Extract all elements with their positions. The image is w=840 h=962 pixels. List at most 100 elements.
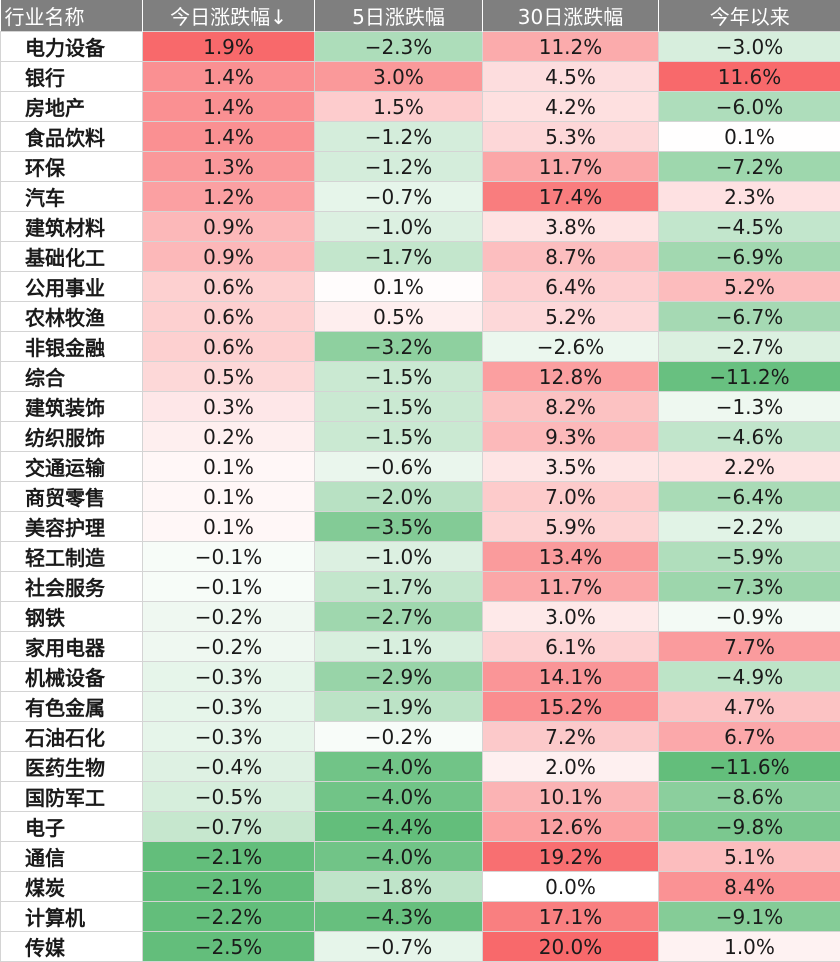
sector-name-cell: 医药生物 xyxy=(1,752,143,782)
sector-name-cell: 有色金属 xyxy=(1,692,143,722)
ytd-change-cell: −1.3% xyxy=(659,392,840,422)
ytd-change-cell: −6.4% xyxy=(659,482,840,512)
table-row: 电子−0.7%−4.4%12.6%−9.8% xyxy=(1,812,840,842)
sector-name-cell: 公用事业 xyxy=(1,272,143,302)
30day-change-cell: 5.2% xyxy=(483,302,659,332)
ytd-change-cell: −8.6% xyxy=(659,782,840,812)
sector-name-cell: 房地产 xyxy=(1,92,143,122)
30day-change-cell: 11.7% xyxy=(483,152,659,182)
ytd-change-cell: −5.9% xyxy=(659,542,840,572)
5day-change-cell: −1.5% xyxy=(315,362,483,392)
ytd-change-cell: −9.1% xyxy=(659,902,840,932)
today-change-cell: −0.3% xyxy=(143,662,315,692)
5day-change-cell: −1.2% xyxy=(315,122,483,152)
today-change-cell: 0.1% xyxy=(143,482,315,512)
ytd-change-cell: 0.1% xyxy=(659,122,840,152)
5day-change-cell: −1.0% xyxy=(315,542,483,572)
ytd-change-cell: −9.8% xyxy=(659,812,840,842)
today-change-cell: −0.5% xyxy=(143,782,315,812)
sector-name-cell: 煤炭 xyxy=(1,872,143,902)
sector-name-cell: 钢铁 xyxy=(1,602,143,632)
sector-name-cell: 电力设备 xyxy=(1,32,143,62)
30day-change-cell: 4.2% xyxy=(483,92,659,122)
ytd-change-cell: −3.0% xyxy=(659,32,840,62)
30day-change-cell: 12.8% xyxy=(483,362,659,392)
today-change-cell: 1.9% xyxy=(143,32,315,62)
today-change-cell: 0.2% xyxy=(143,422,315,452)
5day-change-cell: −4.3% xyxy=(315,902,483,932)
sector-name-cell: 商贸零售 xyxy=(1,482,143,512)
table-row: 煤炭−2.1%−1.8%0.0%8.4% xyxy=(1,872,840,902)
5day-change-cell: −1.2% xyxy=(315,152,483,182)
5day-change-cell: −2.0% xyxy=(315,482,483,512)
30day-change-cell: 8.7% xyxy=(483,242,659,272)
header-row: 行业名称 今日涨跌幅↓ 5日涨跌幅 30日涨跌幅 今年以来 xyxy=(1,0,840,32)
5day-change-cell: −3.2% xyxy=(315,332,483,362)
today-change-cell: −0.2% xyxy=(143,632,315,662)
ytd-change-cell: 5.1% xyxy=(659,842,840,872)
5day-change-cell: −4.4% xyxy=(315,812,483,842)
table-row: 国防军工−0.5%−4.0%10.1%−8.6% xyxy=(1,782,840,812)
today-change-cell: 0.6% xyxy=(143,332,315,362)
5day-change-cell: −2.7% xyxy=(315,602,483,632)
30day-change-cell: 17.1% xyxy=(483,902,659,932)
30day-change-cell: 7.2% xyxy=(483,722,659,752)
ytd-change-cell: −4.6% xyxy=(659,422,840,452)
30day-change-cell: 19.2% xyxy=(483,842,659,872)
sector-name-cell: 轻工制造 xyxy=(1,542,143,572)
5day-change-cell: −4.0% xyxy=(315,752,483,782)
sector-name-cell: 电子 xyxy=(1,812,143,842)
5day-change-cell: −0.6% xyxy=(315,452,483,482)
table-row: 家用电器−0.2%−1.1%6.1%7.7% xyxy=(1,632,840,662)
ytd-change-cell: −4.5% xyxy=(659,212,840,242)
ytd-change-cell: −0.9% xyxy=(659,602,840,632)
30day-change-cell: 11.7% xyxy=(483,572,659,602)
ytd-change-cell: 8.4% xyxy=(659,872,840,902)
col-header-today-change[interactable]: 今日涨跌幅↓ xyxy=(143,0,315,32)
30day-change-cell: 5.9% xyxy=(483,512,659,542)
col-header-30day-change[interactable]: 30日涨跌幅 xyxy=(483,0,659,32)
30day-change-cell: 0.0% xyxy=(483,872,659,902)
today-change-cell: 1.4% xyxy=(143,122,315,152)
today-change-cell: −0.7% xyxy=(143,812,315,842)
30day-change-cell: 6.1% xyxy=(483,632,659,662)
5day-change-cell: −2.3% xyxy=(315,32,483,62)
today-change-cell: −0.1% xyxy=(143,542,315,572)
today-change-cell: −2.1% xyxy=(143,872,315,902)
today-change-cell: −0.3% xyxy=(143,692,315,722)
sector-name-cell: 农林牧渔 xyxy=(1,302,143,332)
sector-name-cell: 综合 xyxy=(1,362,143,392)
table-row: 社会服务−0.1%−1.7%11.7%−7.3% xyxy=(1,572,840,602)
30day-change-cell: 5.3% xyxy=(483,122,659,152)
sector-name-cell: 通信 xyxy=(1,842,143,872)
col-header-sector-name[interactable]: 行业名称 xyxy=(1,0,143,32)
today-change-cell: 0.6% xyxy=(143,272,315,302)
sector-name-cell: 食品饮料 xyxy=(1,122,143,152)
sector-name-cell: 非银金融 xyxy=(1,332,143,362)
30day-change-cell: 9.3% xyxy=(483,422,659,452)
col-header-ytd-change[interactable]: 今年以来 xyxy=(659,0,840,32)
today-change-cell: −2.1% xyxy=(143,842,315,872)
table-row: 计算机−2.2%−4.3%17.1%−9.1% xyxy=(1,902,840,932)
30day-change-cell: 10.1% xyxy=(483,782,659,812)
sector-name-cell: 石油石化 xyxy=(1,722,143,752)
ytd-change-cell: 7.7% xyxy=(659,632,840,662)
ytd-change-cell: −2.2% xyxy=(659,512,840,542)
col-header-5day-change[interactable]: 5日涨跌幅 xyxy=(315,0,483,32)
table-row: 医药生物−0.4%−4.0%2.0%−11.6% xyxy=(1,752,840,782)
5day-change-cell: −3.5% xyxy=(315,512,483,542)
sector-name-cell: 机械设备 xyxy=(1,662,143,692)
sector-name-cell: 环保 xyxy=(1,152,143,182)
ytd-change-cell: 1.0% xyxy=(659,932,840,962)
5day-change-cell: −1.7% xyxy=(315,242,483,272)
table-row: 机械设备−0.3%−2.9%14.1%−4.9% xyxy=(1,662,840,692)
table-row: 轻工制造−0.1%−1.0%13.4%−5.9% xyxy=(1,542,840,572)
